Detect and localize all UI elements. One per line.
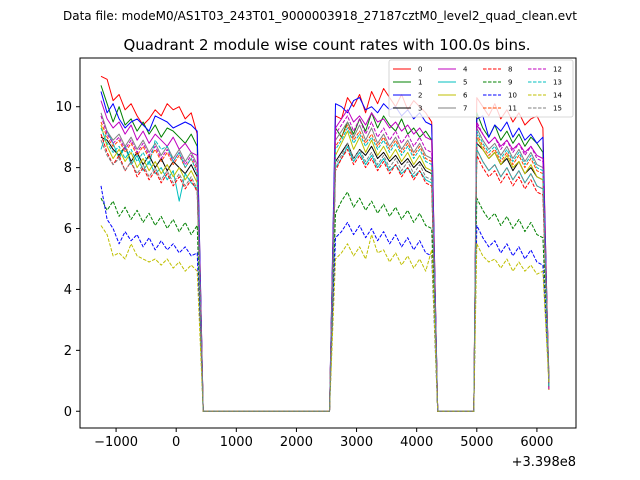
y-tick-label: 4 — [64, 283, 72, 298]
series-line-module-15 — [100, 140, 550, 412]
x-tick-label: 5000 — [460, 435, 493, 450]
y-tick-label: 0 — [64, 405, 72, 420]
legend-label-module-5: 5 — [463, 79, 467, 87]
y-tick-label: 10 — [55, 100, 72, 115]
legend-label-module-4: 4 — [463, 66, 468, 74]
x-tick-label: 3000 — [340, 435, 373, 450]
suptitle: Data file: modeM0/AS1T03_243T01_90000039… — [63, 9, 577, 23]
x-tick-label: 4000 — [400, 435, 433, 450]
x-tick-label: −1000 — [94, 435, 138, 450]
x-tick-label: 2000 — [280, 435, 313, 450]
legend-label-module-7: 7 — [463, 105, 467, 113]
x-axis: −1000 0 1000 2000 3000 4000 5000 6000 — [94, 428, 553, 450]
legend-label-module-8: 8 — [508, 66, 512, 74]
y-tick-label: 2 — [64, 344, 72, 359]
y-axis: 0 2 4 6 8 10 — [55, 100, 80, 420]
legend-label-module-3: 3 — [418, 105, 422, 113]
y-tick-label: 6 — [64, 222, 72, 237]
x-tick-label: 1000 — [220, 435, 253, 450]
x-tick-label: 6000 — [520, 435, 553, 450]
chart-title: Quadrant 2 module wise count rates with … — [123, 36, 530, 54]
plot-frame — [79, 57, 577, 429]
x-tick-label: 0 — [172, 435, 180, 450]
legend-label-module-12: 12 — [553, 66, 562, 74]
y-tick-label: 8 — [64, 161, 72, 176]
legend-label-module-14: 14 — [553, 92, 562, 100]
x-offset-label: +3.398e8 — [512, 455, 576, 470]
legend-label-module-9: 9 — [508, 79, 512, 87]
legend-box — [388, 59, 574, 118]
legend-label-module-13: 13 — [553, 79, 562, 87]
legend-label-module-10: 10 — [508, 92, 517, 100]
legend-label-module-2: 2 — [418, 92, 422, 100]
legend-label-module-6: 6 — [463, 92, 468, 100]
legend-label-module-15: 15 — [553, 105, 562, 113]
legend-label-module-0: 0 — [418, 66, 422, 74]
legend-label-module-1: 1 — [418, 79, 422, 87]
legend-label-module-11: 11 — [508, 105, 517, 113]
series-layer — [100, 75, 550, 412]
